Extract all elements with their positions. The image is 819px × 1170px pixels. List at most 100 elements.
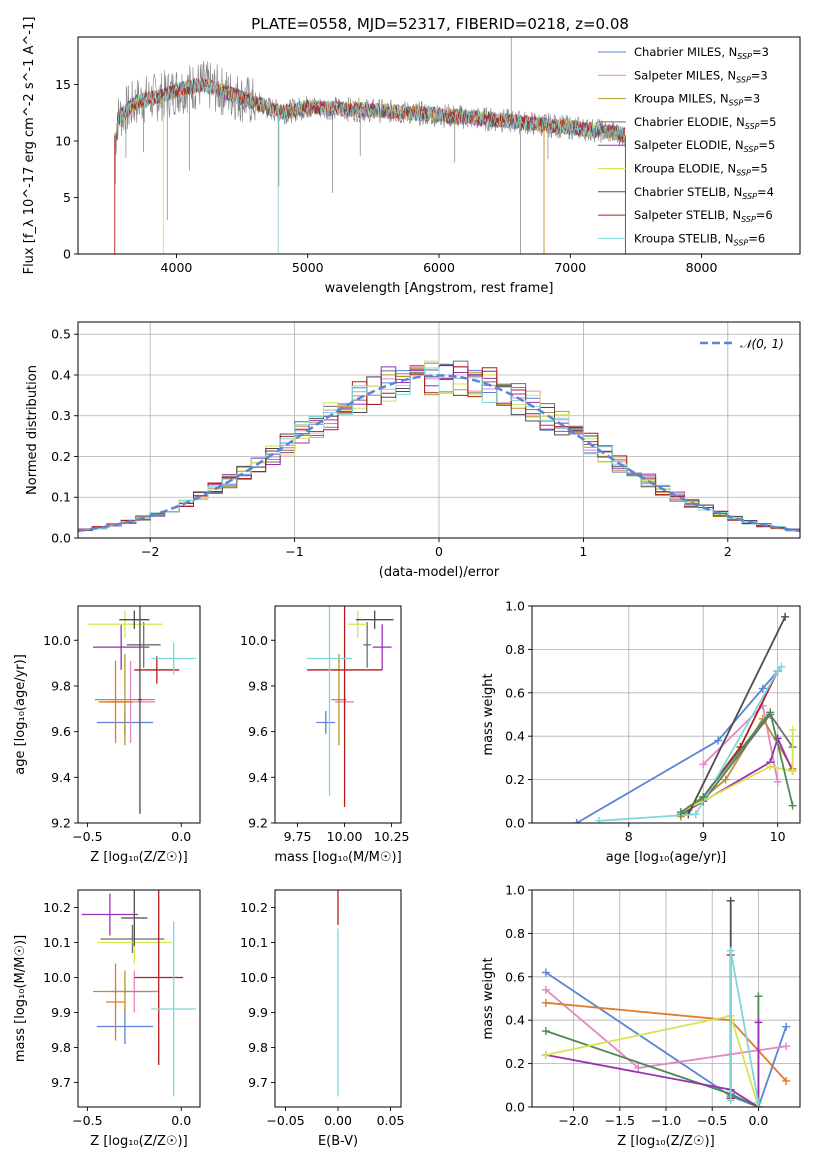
x-tick-label: 6000 xyxy=(423,260,455,275)
x-tick-label: 8000 xyxy=(686,260,718,275)
series-marker xyxy=(726,896,735,905)
y-tick-label: 9.2 xyxy=(51,816,71,831)
x-axis-label: (data-model)/error xyxy=(379,565,500,580)
series-marker xyxy=(788,801,797,810)
series-line xyxy=(687,735,794,811)
axes-frame xyxy=(77,605,201,824)
x-tick-label: −1.0 xyxy=(651,1113,681,1128)
y-tick-label: 9.4 xyxy=(51,770,71,785)
y-tick-label: 9.6 xyxy=(248,724,268,739)
x-tick-label: 10.25 xyxy=(374,829,410,844)
x-tick-label: 9.75 xyxy=(284,829,312,844)
series-marker xyxy=(788,725,797,734)
y-axis-label: age [log₁₀(age/yr)] xyxy=(13,654,28,775)
plot-area xyxy=(541,896,791,1107)
y-tick-label: 0.0 xyxy=(505,816,525,831)
y-tick-label: 0.2 xyxy=(505,1056,525,1071)
series-marker xyxy=(773,667,782,676)
y-tick-label: 10.1 xyxy=(240,935,268,950)
x-tick-label: −0.5 xyxy=(72,829,102,844)
y-tick-label: 10.0 xyxy=(240,633,268,648)
model-spectrum-salpeter-stelib xyxy=(115,76,626,143)
x-tick-label: −2.0 xyxy=(558,1113,588,1128)
normal-reference-curve xyxy=(78,374,800,533)
x-axis-label: age [log₁₀(age/yr)] xyxy=(606,850,727,865)
y-tick-label: 0.3 xyxy=(51,408,71,423)
series-line xyxy=(687,616,786,815)
plot-area xyxy=(306,606,394,808)
x-tick-label: 0.0 xyxy=(748,1113,768,1128)
x-tick-label: 9 xyxy=(699,829,707,844)
y-axis-label: mass weight xyxy=(481,957,496,1039)
series-line xyxy=(545,1022,760,1107)
panel-mass_vs_ebv: −0.05 0.00 0.05 9.7 9.8 9.9 10.0 10.1 10.2 E(B-V) xyxy=(240,889,405,1149)
plot-area xyxy=(87,606,197,814)
x-tick-label: −1 xyxy=(285,544,303,559)
series-marker xyxy=(634,1063,643,1072)
y-tick-label: 9.9 xyxy=(51,1005,71,1020)
series-marker xyxy=(541,1050,550,1059)
x-tick-label: 10 xyxy=(770,829,786,844)
y-tick-label: 0.0 xyxy=(51,531,71,546)
y-tick-label: 0.2 xyxy=(51,449,71,464)
y-axis-label: mass weight xyxy=(481,673,496,755)
series-line xyxy=(576,670,779,823)
axes-frame xyxy=(274,605,402,824)
histogram-kroupa-stelib xyxy=(78,367,800,531)
panel-mass_vs_Z: −0.5 0.0 9.7 9.8 9.9 10.0 10.1 10.2 Z [log₁₀(Z/Z… xyxy=(13,889,201,1149)
y-tick-label: 0.5 xyxy=(51,327,71,342)
series-marker xyxy=(782,1076,791,1085)
y-tick-label: 9.8 xyxy=(51,1040,71,1055)
series-line xyxy=(680,710,794,813)
x-tick-label: 0.05 xyxy=(377,1113,405,1128)
y-tick-label: 0.8 xyxy=(505,926,525,941)
series-marker xyxy=(754,1018,763,1027)
panel-massweight_vs_Z: −2.0 −1.5 −1.0 −0.5 0.0 0.0 0.2 0.4 0.6 0.8 1.0 Z [… xyxy=(481,883,801,1149)
y-tick-label: 1.0 xyxy=(505,599,525,614)
series-marker xyxy=(782,1042,791,1051)
y-tick-label: 10.2 xyxy=(240,900,268,915)
series-marker xyxy=(726,946,735,955)
plot-area xyxy=(572,612,797,823)
legend-label: Chabrier ELODIE, NSSP=5 xyxy=(634,115,776,131)
x-tick-label: 1 xyxy=(579,544,587,559)
series-line xyxy=(680,729,794,813)
y-tick-label: 10.0 xyxy=(43,633,71,648)
x-tick-label: −2 xyxy=(141,544,159,559)
series-marker xyxy=(721,775,730,784)
panel-spectrum: Chabrier MILES, NSSP=3 Salpeter MILES, NS… xyxy=(22,17,801,296)
y-tick-label: 9.4 xyxy=(248,770,268,785)
legend: Chabrier MILES, NSSP=3 Salpeter MILES, NS… xyxy=(598,45,776,247)
legend-label: Salpeter MILES, NSSP=3 xyxy=(634,68,768,84)
legend-label: Chabrier STELIB, NSSP=4 xyxy=(634,185,774,201)
y-tick-label: 0.4 xyxy=(51,367,71,382)
series-marker xyxy=(541,985,550,994)
series-marker xyxy=(699,760,708,769)
x-tick-label: 0.0 xyxy=(171,1113,191,1128)
legend-label: Salpeter STELIB, NSSP=6 xyxy=(634,208,773,224)
panel-age_vs_Z: −0.5 0.0 9.2 9.4 9.6 9.8 10.0 Z [log₁₀(Z/Z☉)] ag… xyxy=(13,605,201,865)
x-tick-label: 2 xyxy=(724,544,732,559)
x-axis-label: Z [log₁₀(Z/Z☉)] xyxy=(617,1134,714,1149)
series-marker xyxy=(754,1098,763,1107)
legend-label: Salpeter ELODIE, NSSP=5 xyxy=(634,138,775,154)
model-spectrum-kroupa-stelib xyxy=(115,76,626,140)
series-marker xyxy=(699,792,708,801)
y-tick-label: 9.9 xyxy=(248,1005,268,1020)
y-axis-label: mass [log₁₀(M/M☉)] xyxy=(13,935,28,1062)
x-tick-label: 7000 xyxy=(554,260,586,275)
axes-frame xyxy=(77,889,201,1108)
panel-massweight_vs_age: 8 9 10 0.0 0.2 0.4 0.6 0.8 1.0 age [log₁₀(age/yr)… xyxy=(481,599,801,865)
series-marker xyxy=(714,736,723,745)
y-tick-label: 9.7 xyxy=(248,1075,268,1090)
plot-area xyxy=(78,360,800,533)
y-tick-label: 15 xyxy=(55,77,71,92)
observed-spectrum xyxy=(114,60,626,155)
axes-frame xyxy=(531,605,801,824)
series-marker xyxy=(541,998,550,1007)
x-tick-label: −0.05 xyxy=(266,1113,304,1128)
series-marker xyxy=(788,766,797,775)
legend-label: Kroupa MILES, NSSP=3 xyxy=(634,92,760,108)
y-tick-label: 0.6 xyxy=(505,685,525,700)
y-tick-label: 1.0 xyxy=(505,883,525,898)
